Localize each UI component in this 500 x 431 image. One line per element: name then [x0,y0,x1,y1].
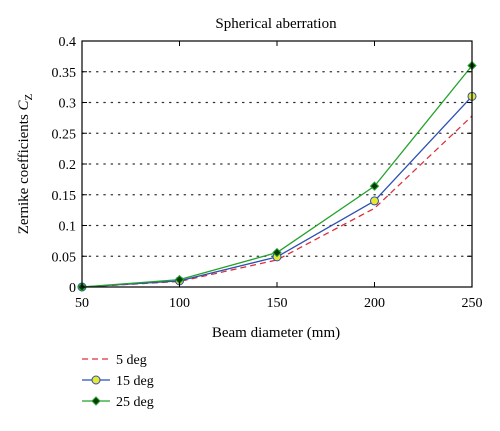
y-axis-title: Zernike coefficients CZ [16,93,35,234]
x-tick-label: 150 [267,296,288,311]
y-tick-label: 0.25 [52,127,77,142]
legend-marker-25-deg [91,396,101,406]
y-tick-label: 0.4 [59,35,77,50]
y-tick-label: 0.1 [59,220,77,235]
chart-title: Spherical aberration [215,16,337,32]
legend-label-5-deg: 5 deg [116,353,147,368]
y-axis-title-symbol: C [16,99,32,110]
legend-marker-15-deg [91,375,101,385]
series-lines [77,60,477,292]
y-tick-label: 0.05 [52,250,77,265]
y-tick-label: 0.15 [52,189,77,204]
x-tick-label: 100 [169,296,190,311]
legend-label-15-deg: 15 deg [116,374,154,389]
x-tick-label: 50 [75,296,89,311]
y-tick-label: 0.3 [59,97,77,112]
x-tick-label: 250 [462,296,483,311]
data-point-25-deg [272,247,282,258]
y-tick-label: 0.2 [59,158,77,173]
legend: 5 deg 15 deg 25 deg [82,353,154,410]
data-point-15-deg [370,196,379,206]
y-axis-title-text: Zernike coefficients [16,110,32,234]
x-axis-title: Beam diameter (mm) [212,325,340,341]
data-point-25-deg [369,181,380,191]
y-tick-label: 0.35 [52,66,77,81]
legend-label-25-deg: 25 deg [116,395,154,410]
x-tick-label: 200 [364,296,385,311]
grid-lines [81,71,473,257]
axis-ticks: 0 0.05 0.1 0.15 0.2 0.25 0.3 0.35 0.4 50 100 150 200… [52,35,483,311]
y-tick-label: 0 [69,281,76,296]
y-axis-title-subscript: Z [23,93,35,100]
